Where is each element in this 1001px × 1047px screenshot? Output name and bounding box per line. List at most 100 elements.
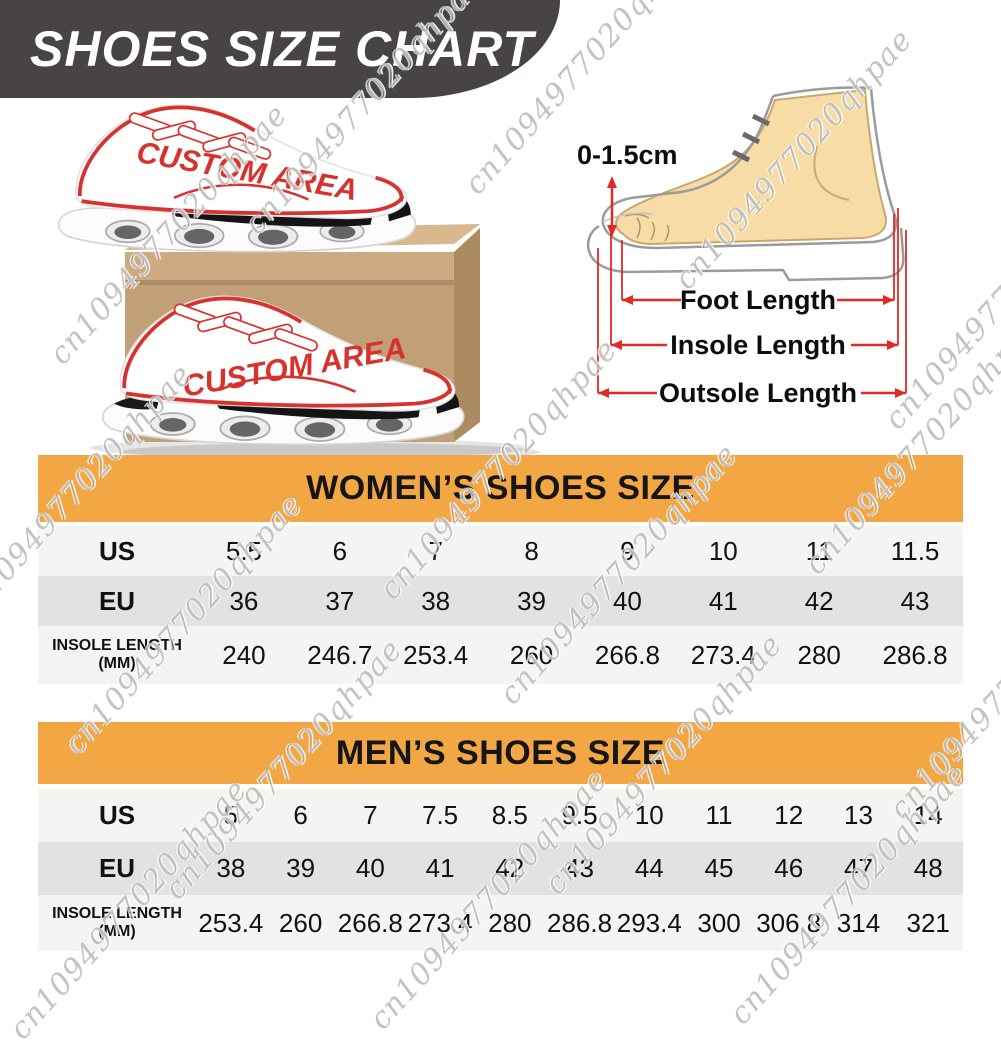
- size-cell: 38: [421, 585, 451, 616]
- size-cell: 260: [509, 639, 554, 670]
- size-cell: 6: [332, 535, 348, 566]
- outsole-length-measure: Outsole Length: [598, 378, 906, 408]
- row-label: INSOLE LENGTH (MM): [52, 904, 182, 940]
- size-cell: 273.4: [690, 639, 756, 670]
- size-cell: 36: [229, 585, 259, 616]
- size-cell: 5.5: [225, 535, 263, 566]
- sneakers-photo: CUSTOM AREA: [30, 92, 550, 464]
- insole-length-measure: Insole Length: [611, 330, 898, 360]
- size-cell: 10: [634, 800, 664, 830]
- box-shadow: [90, 438, 530, 458]
- size-cell: 40: [612, 585, 642, 616]
- foot: [615, 88, 887, 246]
- box-lid-line: [125, 280, 454, 285]
- size-cell: 10: [708, 535, 738, 566]
- size-cell: 41: [708, 585, 738, 616]
- sneaker-top: CUSTOM AREA: [57, 104, 417, 253]
- size-cell: 286.8: [547, 907, 613, 938]
- foot-length-measure: Foot Length: [622, 285, 894, 315]
- table-row-us: US 5.5 6 7 8 9 10 11 11.5: [38, 526, 963, 576]
- size-cell: 13: [844, 800, 873, 830]
- table-row-eu: EU 38 39 40 41 42 43 44 45 46 47 48: [38, 842, 963, 895]
- toe-gap-arrow: [607, 176, 617, 237]
- table-row-insole: INSOLE LENGTH (MM) 253.4 260 266.8 273.4…: [38, 895, 963, 951]
- size-cell: 300: [697, 907, 741, 938]
- size-cell: 7: [363, 800, 378, 830]
- size-cell: 39: [286, 853, 316, 883]
- size-cell: 38: [216, 853, 246, 883]
- table-row-us: US 5 6 7 7.5 8.5 9.5 10 11 12 13 14: [38, 789, 963, 842]
- size-cell: 41: [425, 853, 455, 883]
- size-cell: 280: [488, 907, 532, 938]
- size-cell: 11.5: [890, 535, 940, 566]
- page-title: SHOES SIZE CHART: [30, 21, 535, 77]
- size-cell: 266.8: [594, 639, 660, 670]
- size-cell: 8.5: [491, 800, 528, 830]
- size-cell: 246.7: [307, 639, 373, 670]
- size-cell: 253.4: [403, 639, 469, 670]
- foot-diagram-svg: 0-1.5cm Foot Length Insole Length Outsol…: [577, 86, 907, 408]
- size-cell: 40: [355, 853, 385, 883]
- size-cell: 9.5: [561, 800, 598, 830]
- mens-table-title: MEN’S SHOES SIZE: [38, 722, 963, 784]
- foot-measure-diagram: 0-1.5cm Foot Length Insole Length Outsol…: [565, 82, 975, 427]
- size-cell: 11: [705, 800, 733, 830]
- foot-length-label: Foot Length: [680, 285, 836, 315]
- box-lid: [125, 252, 454, 280]
- size-cell: 42: [495, 853, 525, 883]
- table-row-eu: EU 36 37 38 39 40 41 42 43: [38, 576, 963, 626]
- size-cell: 5: [223, 800, 239, 830]
- laces: [128, 112, 272, 160]
- mens-size-table: MEN’S SHOES SIZE US 5 6 7 7.5 8.5 9.5 10…: [38, 722, 963, 951]
- toe-gap-label: 0-1.5cm: [577, 140, 678, 170]
- size-cell: 260: [278, 907, 323, 938]
- size-cell: 43: [565, 853, 594, 883]
- size-cell: 46: [774, 853, 804, 883]
- title-banner: SHOES SIZE CHART: [0, 0, 560, 98]
- size-cell: 12: [774, 800, 804, 830]
- size-cell: 39: [517, 585, 547, 616]
- insole-length-label: Insole Length: [670, 330, 846, 360]
- row-label: EU: [98, 585, 136, 616]
- boundary-lines: [597, 208, 907, 393]
- size-cell: 266.8: [337, 907, 403, 938]
- shoe-outline: [587, 86, 905, 282]
- size-cell: 11: [805, 535, 833, 566]
- size-cell: 7: [428, 535, 443, 566]
- row-label: EU: [98, 853, 136, 883]
- size-cell: 6: [293, 800, 308, 830]
- sneaker-bottom: CUSTOM AREA: [101, 295, 465, 446]
- size-cell: 14: [913, 800, 943, 830]
- size-cell: 240: [222, 639, 266, 670]
- air-bubbles: [149, 412, 413, 442]
- box-side: [454, 228, 480, 442]
- air-bubbles: [105, 219, 365, 250]
- size-cell: 42: [804, 585, 834, 616]
- size-cell: 43: [900, 585, 930, 616]
- womens-table-title: WOMEN’S SHOES SIZE: [38, 455, 963, 522]
- ankle-line: [813, 145, 850, 201]
- size-cell: 253.4: [198, 907, 264, 938]
- row-label: INSOLE LENGTH (MM): [52, 636, 182, 672]
- size-cell: 321: [906, 907, 950, 938]
- size-cell: 47: [844, 853, 873, 883]
- row-label: US: [98, 800, 136, 830]
- size-cell: 44: [634, 853, 664, 883]
- size-cell: 293.4: [616, 907, 682, 938]
- outsole-length-label: Outsole Length: [659, 378, 857, 408]
- size-cell: 286.8: [882, 639, 948, 670]
- laces: [173, 303, 318, 352]
- table-row-insole: INSOLE LENGTH (MM) 240 246.7 253.4 260 2…: [38, 626, 963, 684]
- toe-lines: [624, 213, 670, 242]
- size-cell: 7.5: [421, 800, 459, 830]
- womens-size-table: WOMEN’S SHOES SIZE US 5.5 6 7 8 9 10 11 …: [38, 455, 963, 684]
- size-cell: 8: [524, 535, 539, 566]
- size-cell: 280: [797, 639, 841, 670]
- size-cell: 273.4: [407, 907, 473, 938]
- size-cell: 45: [704, 853, 734, 883]
- row-label: US: [98, 535, 136, 566]
- size-cell: 48: [913, 853, 943, 883]
- sneakers-illustration: CUSTOM AREA: [57, 104, 540, 461]
- size-cell: 37: [325, 585, 355, 616]
